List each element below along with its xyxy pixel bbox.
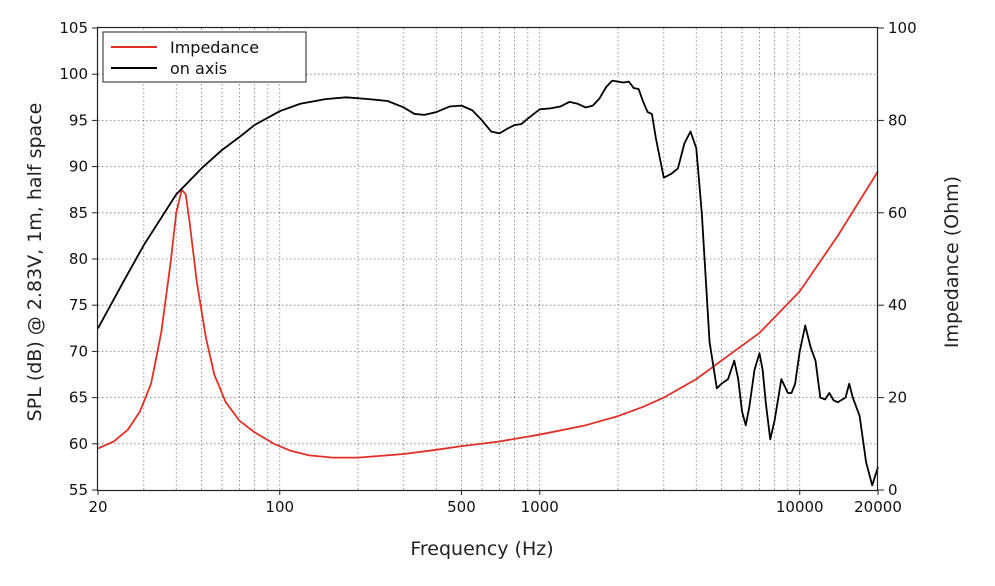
right-tick-label: 60 [888,204,907,222]
right-tick-label: 0 [888,481,898,499]
left-tick-label: 75 [69,296,88,314]
plot-frame [96,26,879,492]
legend: Impedance on axis [102,31,307,83]
x-tick-label: 1000 [521,498,559,516]
x-tick-label: 100 [265,498,294,516]
grid-lines [98,28,878,490]
x-axis-title: Frequency (Hz) [410,538,553,560]
right-tick-label: 40 [888,296,907,314]
left-tick-label: 95 [69,111,88,129]
left-tick-label: 90 [69,158,88,176]
left-tick-label: 85 [69,204,88,222]
right-tick-label: 100 [888,19,917,37]
right-axis-title: Impedance (Ohm) [941,176,963,348]
legend-box [102,31,307,83]
right-tick-label: 80 [888,111,907,129]
right-axis-ticks: 0 20 40 60 80 100 [878,19,917,499]
legend-label-impedance: Impedance [170,38,259,57]
left-tick-label: 70 [69,342,88,360]
left-tick-label: 105 [59,19,88,37]
legend-label-on-axis: on axis [170,59,227,78]
series-lines [97,79,879,487]
left-axis-title: SPL (dB) @ 2.83V, 1m, half space [24,103,46,422]
right-tick-label: 20 [888,389,907,407]
series-line-impedance [97,170,879,459]
x-tick-label: 20 [88,498,107,516]
x-tick-label: 20000 [854,498,902,516]
left-tick-label: 60 [69,435,88,453]
left-axis-ticks: 55 60 65 70 75 80 85 90 95 100 105 [59,19,98,499]
x-tick-label: 10000 [776,498,824,516]
left-tick-label: 55 [69,481,88,499]
series-line-on-axis [97,79,879,487]
x-axis-ticks: 20 100 500 1000 10000 20000 [88,490,902,516]
x-tick-label: 500 [447,498,476,516]
left-tick-label: 100 [59,65,88,83]
left-tick-label: 80 [69,250,88,268]
left-tick-label: 65 [69,389,88,407]
